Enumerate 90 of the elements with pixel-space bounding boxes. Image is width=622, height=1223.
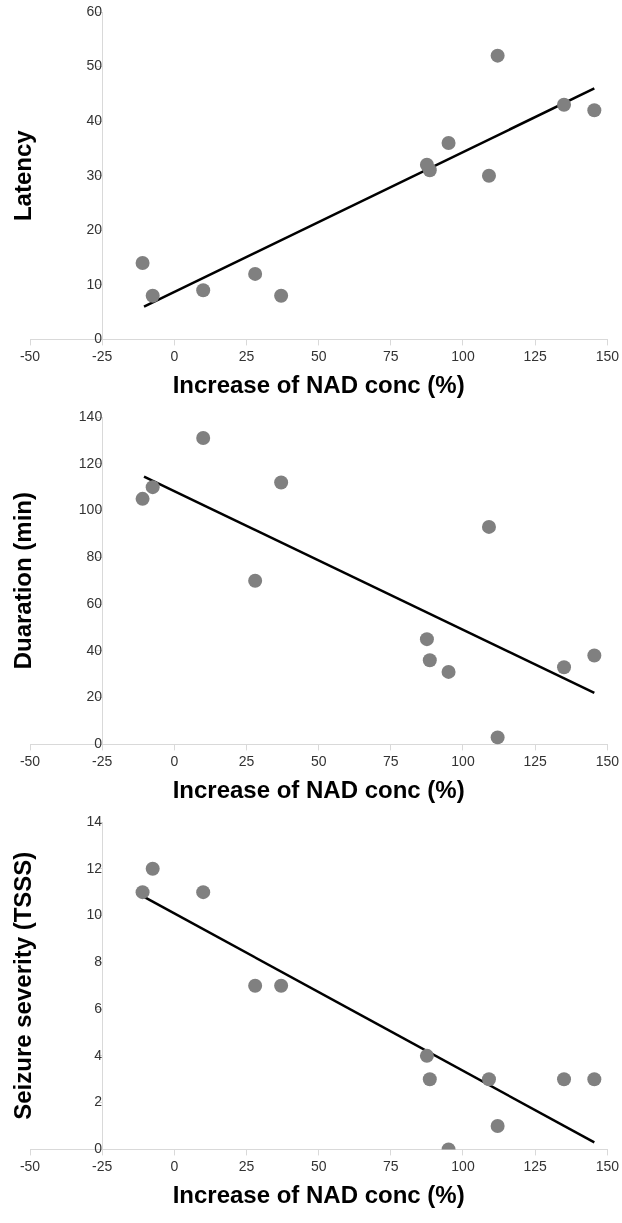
- y-tick-label: 50: [86, 57, 103, 74]
- x-tick-label: 150: [595, 752, 620, 769]
- y-tick-label: 6: [94, 999, 103, 1016]
- point: [145, 861, 160, 876]
- x-tick-label: 125: [523, 752, 548, 769]
- point: [248, 978, 263, 993]
- x-tick-label: -25: [92, 1157, 113, 1174]
- point: [490, 730, 505, 745]
- point: [419, 1048, 434, 1063]
- point: [248, 266, 263, 281]
- y-axis-title: Duaration (min): [8, 492, 36, 670]
- x-axis-title: Increase of NAD conc (%): [172, 776, 465, 804]
- point: [481, 519, 496, 534]
- x-tick-label: 75: [383, 1157, 399, 1174]
- y-tick-label: 10: [86, 906, 103, 923]
- point: [196, 283, 211, 298]
- x-tick-label: 150: [595, 347, 620, 364]
- x-tick-label: 0: [170, 347, 179, 364]
- point: [135, 256, 150, 271]
- y-tick-label: 30: [86, 166, 103, 183]
- point: [274, 978, 289, 993]
- point: [587, 1072, 602, 1087]
- y-tick-label: 60: [86, 594, 103, 611]
- point: [145, 288, 160, 303]
- x-tick-label: -50: [19, 1157, 41, 1174]
- point: [481, 1072, 496, 1087]
- y-tick-label: 20: [86, 688, 103, 705]
- point: [135, 491, 150, 506]
- point: [481, 168, 496, 183]
- point: [557, 97, 572, 112]
- x-axis-title: Increase of NAD conc (%): [172, 1181, 465, 1209]
- point: [196, 885, 211, 900]
- y-tick-label: 0: [94, 330, 103, 347]
- x-tick-label: 50: [310, 752, 327, 769]
- x-tick-label: 150: [595, 1157, 620, 1174]
- x-tick-label: 100: [451, 752, 475, 769]
- x-tick-label: -50: [19, 752, 41, 769]
- x-tick-label: 25: [238, 347, 255, 364]
- y-tick-label: 120: [78, 454, 103, 471]
- x-tick-label: 100: [451, 1157, 475, 1174]
- point: [557, 1072, 572, 1087]
- x-tick-label: 125: [523, 347, 548, 364]
- y-tick-label: 12: [86, 859, 103, 876]
- y-axis-title: Seizure severity (TSSS): [8, 851, 36, 1120]
- x-tick-label: 100: [451, 347, 475, 364]
- x-tick-label: -25: [92, 752, 113, 769]
- point: [422, 163, 437, 178]
- x-axis-title: Increase of NAD conc (%): [172, 371, 465, 399]
- point: [441, 664, 456, 679]
- x-tick-label: 125: [523, 1157, 548, 1174]
- point: [419, 632, 434, 647]
- x-tick-label: 25: [238, 752, 255, 769]
- y-tick-label: 0: [94, 735, 103, 752]
- y-tick-label: 20: [86, 221, 103, 238]
- point: [196, 431, 211, 446]
- y-axis-title: Latency: [8, 129, 36, 222]
- point: [422, 1072, 437, 1087]
- point: [587, 103, 602, 118]
- x-tick-label: -50: [19, 347, 41, 364]
- point: [587, 648, 602, 663]
- point: [557, 660, 572, 675]
- y-tick-label: 40: [86, 641, 103, 658]
- point: [274, 288, 289, 303]
- y-tick-label: 80: [86, 548, 103, 565]
- y-tick-label: 40: [86, 111, 103, 128]
- x-tick-label: 50: [310, 347, 327, 364]
- point: [441, 135, 456, 150]
- y-tick-label: 0: [94, 1140, 103, 1157]
- x-tick-label: 75: [383, 752, 399, 769]
- point: [145, 480, 160, 495]
- y-tick-label: 100: [78, 501, 103, 518]
- x-tick-label: -25: [92, 347, 113, 364]
- y-tick-label: 60: [86, 2, 103, 19]
- x-tick-label: 50: [310, 1157, 327, 1174]
- y-tick-label: 4: [94, 1046, 103, 1063]
- y-tick-label: 140: [78, 407, 103, 424]
- x-tick-label: 0: [170, 752, 179, 769]
- y-tick-label: 8: [94, 953, 103, 970]
- point: [490, 1119, 505, 1134]
- point: [422, 653, 437, 668]
- y-tick-label: 14: [86, 812, 103, 829]
- x-tick-label: 75: [383, 347, 399, 364]
- y-tick-label: 2: [94, 1093, 103, 1110]
- x-tick-label: 25: [238, 1157, 255, 1174]
- y-tick-label: 10: [86, 275, 103, 292]
- point: [274, 475, 289, 490]
- point: [490, 48, 505, 63]
- point: [248, 573, 263, 588]
- point: [135, 885, 150, 900]
- x-tick-label: 0: [170, 1157, 179, 1174]
